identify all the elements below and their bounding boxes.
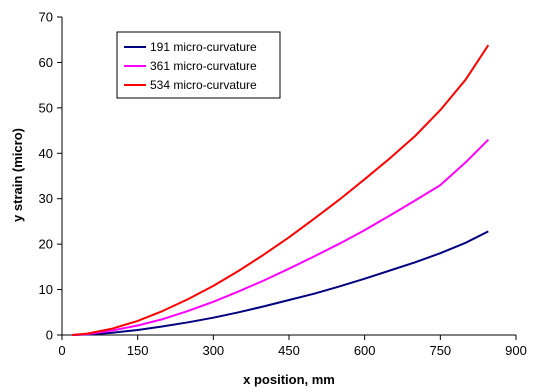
y-axis-title: y strain (micro) bbox=[10, 128, 25, 222]
y-tick-label: 30 bbox=[39, 191, 53, 206]
y-tick-label: 20 bbox=[39, 237, 53, 252]
series-line-3 bbox=[72, 44, 490, 336]
x-axis-title: x position, mm bbox=[243, 372, 335, 387]
x-tick-label: 600 bbox=[354, 343, 376, 358]
series-line-2 bbox=[72, 138, 490, 336]
x-tick-label: 300 bbox=[202, 343, 224, 358]
x-tick-label: 750 bbox=[429, 343, 451, 358]
legend: 191 micro-curvature 361 micro-curvature 53… bbox=[116, 31, 281, 99]
series-line-1 bbox=[72, 230, 489, 336]
legend-label: 191 micro-curvature bbox=[150, 40, 257, 54]
x-tick-label: 450 bbox=[278, 343, 300, 358]
axes: 0 10 20 30 40 50 60 70 0 150 300 450 600 750 900 bbox=[39, 10, 527, 359]
x-tick-label: 150 bbox=[127, 343, 149, 358]
y-tick-label: 0 bbox=[46, 328, 53, 343]
y-tick-label: 70 bbox=[39, 10, 53, 25]
x-tick-label: 0 bbox=[58, 343, 65, 358]
y-tick-label: 50 bbox=[39, 100, 53, 115]
legend-label: 361 micro-curvature bbox=[150, 59, 257, 73]
series-lines bbox=[72, 44, 490, 336]
x-tick-label: 900 bbox=[505, 343, 527, 358]
y-tick-label: 40 bbox=[39, 146, 53, 161]
y-tick-label: 60 bbox=[39, 55, 53, 70]
legend-label: 534 micro-curvature bbox=[150, 78, 257, 92]
y-tick-label: 10 bbox=[39, 282, 53, 297]
